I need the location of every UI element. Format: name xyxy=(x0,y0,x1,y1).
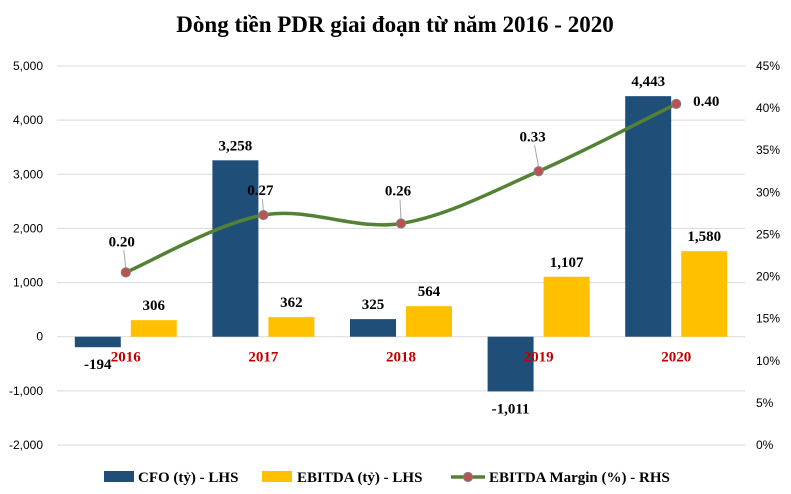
y-right-tick-label: 30% xyxy=(756,185,780,199)
y-left-tick-label: 0 xyxy=(36,330,43,344)
y-left-tick-label: 2,000 xyxy=(13,221,43,235)
cfo-value-label: -194 xyxy=(84,357,112,373)
margin-line xyxy=(120,98,682,278)
legend-swatch-margin-marker xyxy=(462,471,474,483)
y-right-tick-label: 0% xyxy=(756,438,774,452)
data-labels: -194 306 2016 3,258 362 2017 325 564 2018 -1,011 1… xyxy=(84,74,721,417)
bar-cfo xyxy=(212,160,259,337)
margin-marker xyxy=(395,218,407,229)
category-label: 2017 xyxy=(248,350,279,366)
ebitda-value-label: 306 xyxy=(143,298,166,314)
ebitda-value-label: 362 xyxy=(280,295,303,311)
y-right-tick-label: 10% xyxy=(756,354,780,368)
margin-marker xyxy=(533,166,544,177)
legend: CFO (tỷ) - LHS EBITDA (tỷ) - LHS EBITDA Ma… xyxy=(104,470,670,486)
cfo-value-label: 325 xyxy=(362,297,385,313)
bar-ebitda xyxy=(681,251,728,337)
legend-swatch-cfo xyxy=(104,471,134,482)
y-right-tick-label: 15% xyxy=(756,312,780,326)
margin-value-label: 0.27 xyxy=(247,183,274,199)
y-right-tick-label: 35% xyxy=(756,143,780,157)
margin-marker xyxy=(120,267,131,278)
margin-leader-line xyxy=(261,199,264,212)
ebitda-value-label: 1,107 xyxy=(550,255,584,271)
y-left-tick-label: -2,000 xyxy=(9,438,43,452)
legend-label-ebitda: EBITDA (tỷ) - LHS xyxy=(297,470,422,486)
y-right-tick-label: 40% xyxy=(756,101,780,115)
bar-ebitda xyxy=(268,317,315,337)
bar-cfo xyxy=(74,336,121,348)
category-label: 2018 xyxy=(386,350,416,366)
category-label: 2016 xyxy=(111,350,142,366)
cfo-value-label: -1,011 xyxy=(492,401,530,417)
margin-leader-line xyxy=(534,145,540,168)
left-axis: 5,000 4,000 3,000 2,000 1,000 0 -1,000 -2,000 xyxy=(9,59,43,452)
y-right-tick-label: 5% xyxy=(756,396,774,410)
y-left-tick-label: 1,000 xyxy=(13,276,43,290)
y-right-tick-label: 45% xyxy=(756,59,780,73)
ebitda-value-label: 564 xyxy=(418,284,441,300)
cfo-value-label: 4,443 xyxy=(631,74,665,90)
margin-leader-line xyxy=(399,199,402,220)
bar-ebitda xyxy=(406,306,452,337)
margin-value-label: 0.26 xyxy=(385,183,412,199)
margin-value-label: 0.33 xyxy=(519,129,545,145)
bars xyxy=(74,96,728,392)
y-right-tick-label: 20% xyxy=(756,270,780,284)
y-left-tick-label: 3,000 xyxy=(13,167,43,181)
chart-title: Dòng tiền PDR giai đoạn từ năm 2016 - 20… xyxy=(176,12,613,37)
category-label: 2019 xyxy=(524,350,554,366)
bar-cfo xyxy=(625,96,672,337)
category-label: 2020 xyxy=(661,350,691,366)
bar-ebitda xyxy=(543,276,590,337)
ebitda-value-label: 1,580 xyxy=(687,229,721,245)
margin-value-label: 0.20 xyxy=(109,234,135,250)
cfo-value-label: 3,258 xyxy=(219,138,253,154)
bar-cfo xyxy=(350,319,396,337)
y-left-tick-label: 5,000 xyxy=(13,59,43,73)
y-left-tick-label: -1,000 xyxy=(9,384,43,398)
legend-swatch-ebitda xyxy=(262,471,292,482)
margin-marker xyxy=(671,98,682,110)
legend-label-margin: EBITDA Margin (%) - RHS xyxy=(489,470,670,486)
right-axis: 45% 40% 35% 30% 25% 20% 15% 10% 5% 0% xyxy=(756,59,780,452)
margin-value-label: 0.40 xyxy=(693,94,719,110)
legend-label-cfo: CFO (tỷ) - LHS xyxy=(138,470,238,486)
y-right-tick-label: 25% xyxy=(756,227,780,241)
margin-marker xyxy=(258,209,269,221)
bar-cfo xyxy=(487,336,534,392)
bar-ebitda xyxy=(130,320,177,337)
y-left-tick-label: 4,000 xyxy=(13,113,43,127)
margin-leader-line xyxy=(123,250,127,269)
